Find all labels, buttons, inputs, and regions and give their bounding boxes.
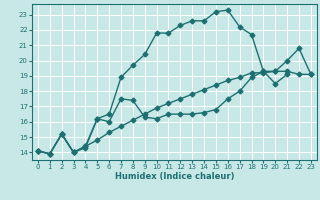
- X-axis label: Humidex (Indice chaleur): Humidex (Indice chaleur): [115, 172, 234, 181]
